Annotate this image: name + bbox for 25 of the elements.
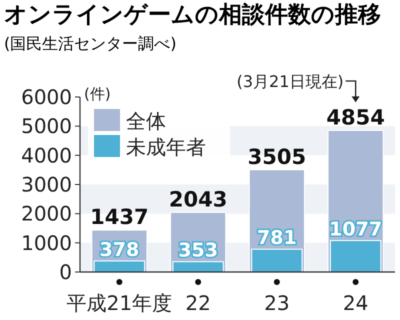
annotation: (3月21日現在) [236,72,344,91]
data-label: 353 [178,240,218,262]
chart-subtitle: (国民生活センター調べ) [4,34,176,53]
legend-label: 未成年者 [126,135,206,159]
x-tick-label: 平成21年度 [66,291,172,315]
y-axis-title: (件) [84,85,111,103]
y-tick-label: 4000 [21,143,72,168]
y-tick-label: 5000 [21,114,72,138]
chart-title: オンラインゲームの相談件数の推移 [4,2,381,28]
x-tick-label: 23 [264,291,290,315]
data-label: 3505 [248,144,306,169]
data-label: 1077 [329,218,382,241]
data-label: 781 [257,227,297,250]
data-label: 1437 [90,205,149,230]
y-tick-label: 2000 [21,202,72,226]
legend-label: 全体 [126,109,166,133]
x-tick-label: 22 [185,291,211,315]
y-tick-label: 3000 [21,172,72,196]
y-tick-label: 6000 [21,85,72,109]
data-label: 2043 [168,187,228,212]
y-tick-label: 0 [59,260,72,284]
data-label: 4854 [326,105,385,130]
y-tick-label: 1000 [21,230,72,255]
x-tick-label: 24 [342,291,368,315]
data-label: 378 [100,238,140,261]
